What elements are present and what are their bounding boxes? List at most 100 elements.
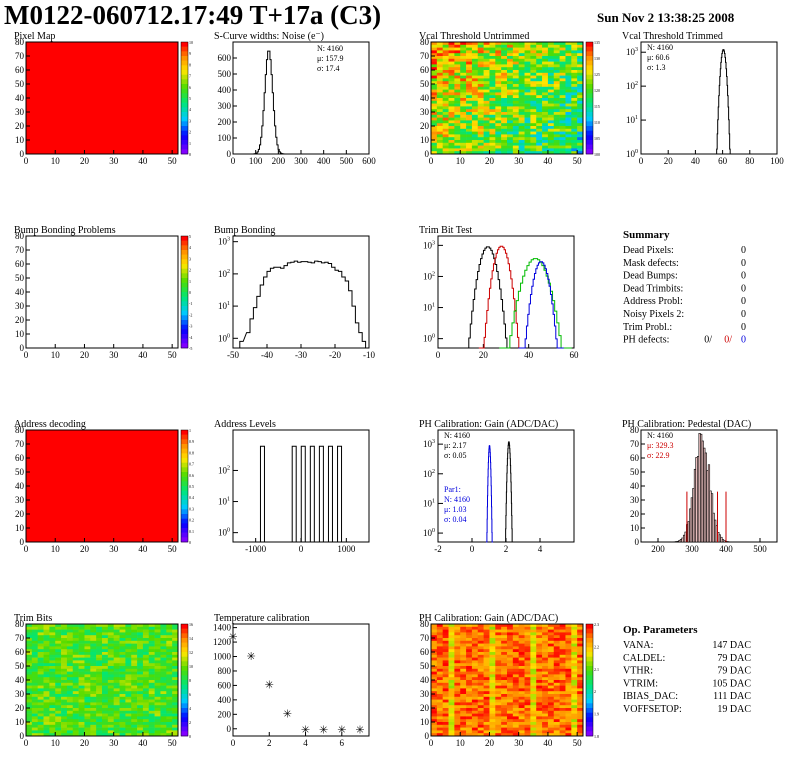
trim_bits-cell bbox=[84, 713, 91, 717]
trim_bits-cell bbox=[154, 649, 161, 653]
trim_bits-cell bbox=[131, 643, 138, 647]
ph_gain_map-cell bbox=[471, 688, 479, 692]
vcal_untrimmed-cell bbox=[460, 86, 467, 90]
ph_gain_map-cell bbox=[518, 626, 525, 630]
vcal_untrimmed-cell bbox=[483, 137, 490, 141]
ph_gain_map-cell bbox=[524, 702, 531, 706]
trim_bits-cell bbox=[102, 724, 109, 728]
vcal_untrimmed-cell bbox=[559, 92, 566, 96]
vcal_untrimmed-cell bbox=[559, 123, 566, 127]
pixel_map-ytick-label: 80 bbox=[15, 37, 25, 47]
trim_bits-cell bbox=[43, 713, 50, 717]
trim_bits-cell bbox=[166, 708, 173, 712]
address_decoding-zbar-seg bbox=[181, 481, 188, 487]
ph_gain_map-cell bbox=[559, 668, 566, 672]
vcal_untrimmed-cell bbox=[559, 61, 566, 65]
ph_gain_map-cell bbox=[565, 652, 572, 656]
ph_gain_map-cell bbox=[442, 682, 449, 686]
vcal_untrimmed-cell bbox=[466, 81, 473, 85]
trim_bits-cell bbox=[119, 643, 126, 647]
ph_gain_map-cell bbox=[553, 668, 560, 672]
vcal_untrimmed-cell bbox=[536, 123, 543, 127]
vcal_untrimmed-cell bbox=[495, 44, 502, 48]
trim_bits-cell bbox=[26, 677, 33, 681]
vcal_untrimmed-cell bbox=[547, 58, 555, 62]
ph_gain_map-cell bbox=[471, 671, 479, 675]
ph_gain_map-cell bbox=[442, 635, 449, 639]
address_decoding-xtick-label: 10 bbox=[51, 544, 61, 554]
ph_gain_map-cell bbox=[431, 696, 438, 700]
vcal_untrimmed-cell bbox=[460, 128, 467, 132]
ph_gain_map-cell bbox=[477, 710, 484, 714]
trim_bits-cell bbox=[49, 666, 56, 670]
trim_bits-cell bbox=[78, 668, 85, 672]
ph_gain_map-cell bbox=[536, 671, 543, 675]
trim_bits-cell bbox=[90, 643, 97, 647]
trim_bits-xtick-label: 30 bbox=[109, 738, 119, 748]
ph_gain_map-cell bbox=[442, 727, 449, 731]
trim_bits-cell bbox=[72, 643, 79, 647]
trim_bits-cell bbox=[172, 652, 179, 656]
trim_bits-cell bbox=[49, 691, 56, 695]
vcal_untrimmed-zbar-seg bbox=[586, 149, 593, 155]
trim_bits-cell bbox=[61, 724, 68, 728]
ph_gain_map-cell bbox=[553, 626, 560, 630]
trim_bits-cell bbox=[102, 666, 109, 670]
vcal_untrimmed-cell bbox=[565, 103, 572, 107]
ph_gain-xtick-label: 0 bbox=[470, 544, 475, 554]
bump_problems-zbar-seg bbox=[181, 236, 188, 241]
vcal_untrimmed-cell bbox=[524, 67, 531, 71]
ph_gain_map-cell bbox=[524, 660, 531, 664]
ph_gain_map-zbar-seg bbox=[586, 684, 593, 690]
vcal_untrimmed-cell bbox=[454, 142, 461, 146]
vcal_untrimmed-cell bbox=[542, 81, 549, 85]
trim_bits-cell bbox=[113, 696, 120, 700]
trim_bits-cell bbox=[96, 663, 103, 667]
ph_gain_map-cell bbox=[477, 666, 484, 670]
ph_gain_map-cell bbox=[559, 632, 566, 636]
vcal_untrimmed-cell bbox=[442, 148, 449, 152]
ph_gain_map-cell bbox=[454, 722, 461, 726]
ph_gain_map-cell bbox=[507, 716, 514, 720]
ph_gain_map-cell bbox=[565, 680, 572, 684]
trim_bits-cell bbox=[107, 626, 114, 630]
ph_gain_map-cell bbox=[530, 654, 537, 658]
vcal_untrimmed-cell bbox=[553, 44, 560, 48]
trim_bits-zbar-seg bbox=[181, 628, 188, 634]
ph_gain_map-cell bbox=[495, 696, 502, 700]
trim_bits-cell bbox=[55, 668, 62, 672]
ph_gain_map-cell bbox=[466, 685, 473, 689]
vcal_untrimmed-cell bbox=[477, 50, 484, 54]
vcal_untrimmed-cell bbox=[512, 67, 519, 71]
ph_gain_map-cell bbox=[530, 682, 537, 686]
vcal_untrimmed-cell bbox=[547, 98, 555, 102]
vcal_untrimmed-cell bbox=[524, 44, 531, 48]
trim_bits-ytick-label: 20 bbox=[15, 703, 25, 713]
vcal_untrimmed-cell bbox=[483, 47, 490, 51]
vcal_untrimmed-cell bbox=[512, 134, 519, 138]
trim_bits-cell bbox=[26, 635, 33, 639]
trim_bits-cell bbox=[119, 654, 126, 658]
vcal_untrimmed-cell bbox=[471, 64, 479, 68]
ph_gain_map-cell bbox=[542, 624, 549, 628]
vcal_untrimmed-cell bbox=[565, 95, 572, 99]
ph_gain_map-cell bbox=[436, 654, 443, 658]
trim_bits-cell bbox=[119, 688, 126, 692]
trim_bits-cell bbox=[125, 663, 132, 667]
vcal_untrimmed-cell bbox=[559, 75, 566, 79]
trim_bits-cell bbox=[72, 646, 79, 650]
temperature-xtick-label: 2 bbox=[267, 738, 272, 748]
ph_gain-ytick-label: 101 bbox=[423, 498, 435, 508]
trim_bits-cell bbox=[26, 716, 33, 720]
trim_bits-cell bbox=[142, 691, 150, 695]
trim_bits-cell bbox=[37, 649, 44, 653]
vcal_untrimmed-cell bbox=[431, 67, 438, 71]
trim_bits-cell bbox=[131, 705, 138, 709]
vcal_untrimmed-cell bbox=[501, 131, 508, 135]
ph_gain_map-cell bbox=[448, 646, 455, 650]
temperature-title: Temperature calibration bbox=[214, 613, 310, 624]
vcal_untrimmed-cell bbox=[512, 70, 519, 74]
vcal_untrimmed-cell bbox=[431, 134, 438, 138]
ph_gain_map-cell bbox=[460, 727, 467, 731]
